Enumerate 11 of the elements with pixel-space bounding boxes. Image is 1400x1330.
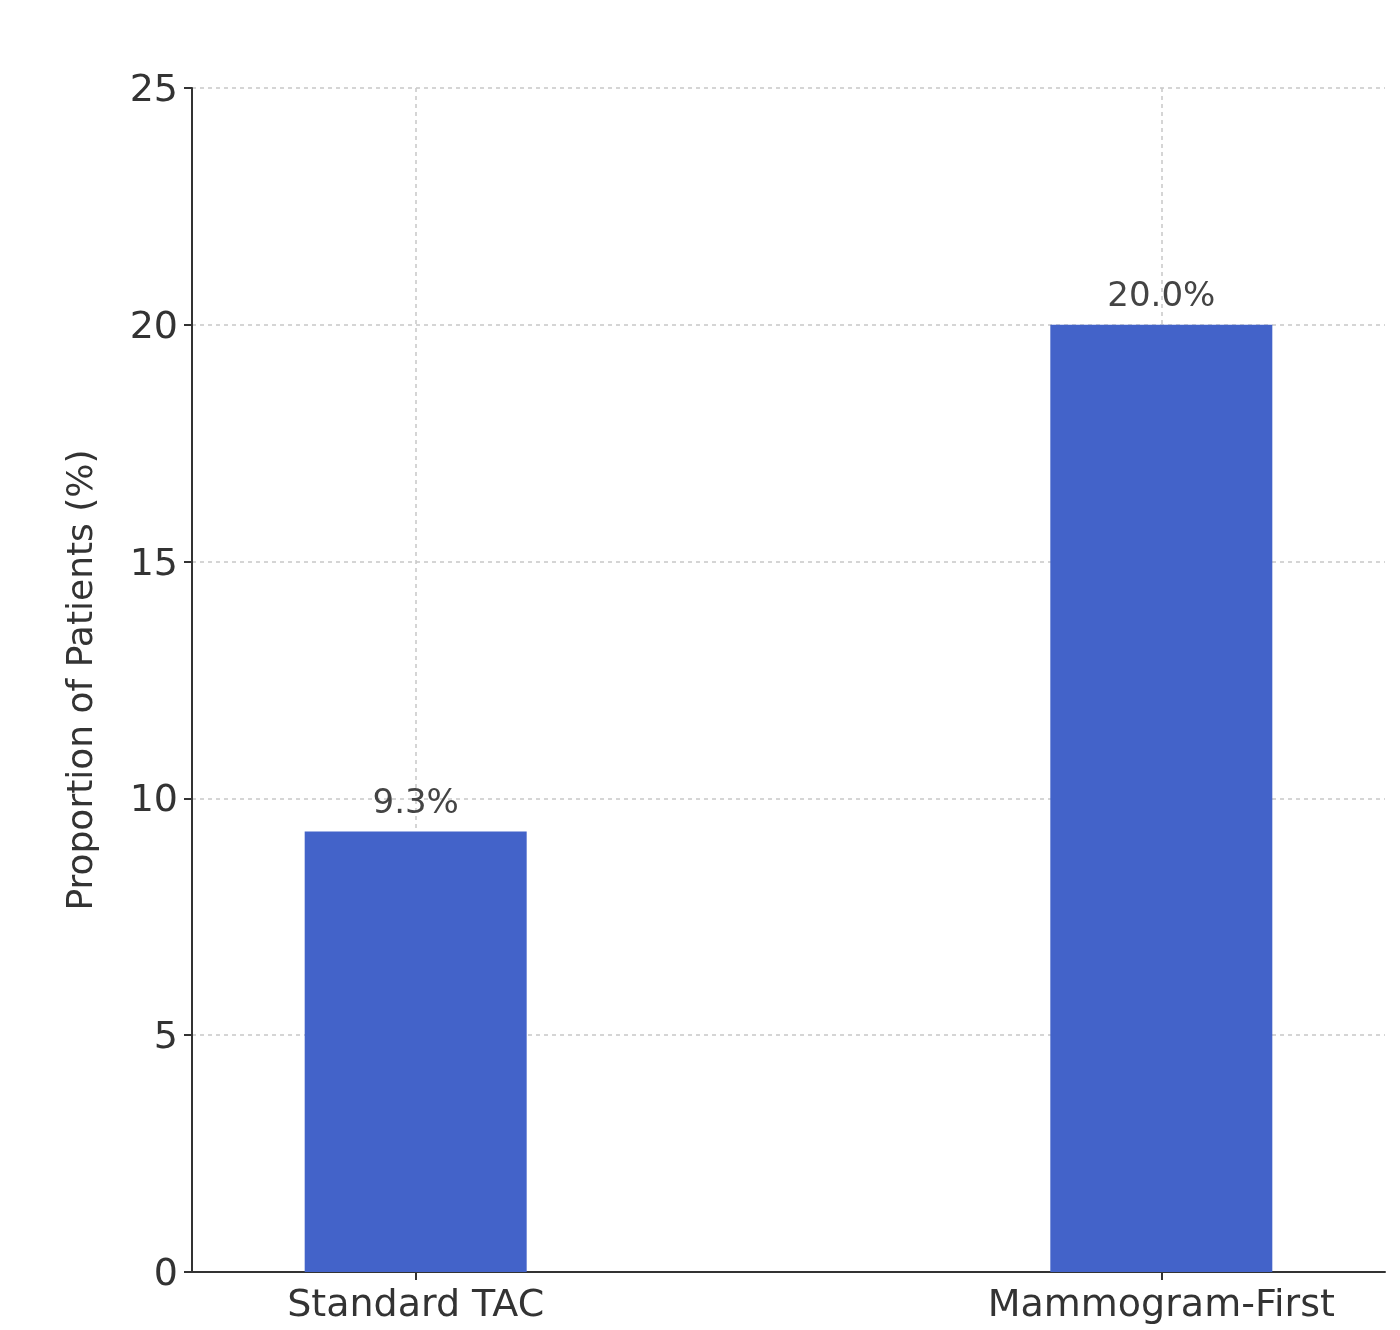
data-label: 9.3% [372, 780, 459, 821]
y-tick-label: 15 [129, 539, 178, 584]
y-tick-label: 0 [153, 1250, 178, 1294]
y-tick-label: 25 [129, 66, 178, 110]
data-label: 20.0% [1107, 273, 1216, 314]
y-tick-label: 20 [129, 302, 178, 347]
y-axis-title: Proportion of Patients (%) [58, 449, 100, 911]
y-tick-label: 5 [153, 1013, 178, 1058]
y-tick-label: 10 [129, 776, 178, 821]
x-tick-label: Standard TAC [287, 1281, 545, 1325]
x-tick-label: Mammogram-First [987, 1281, 1335, 1325]
